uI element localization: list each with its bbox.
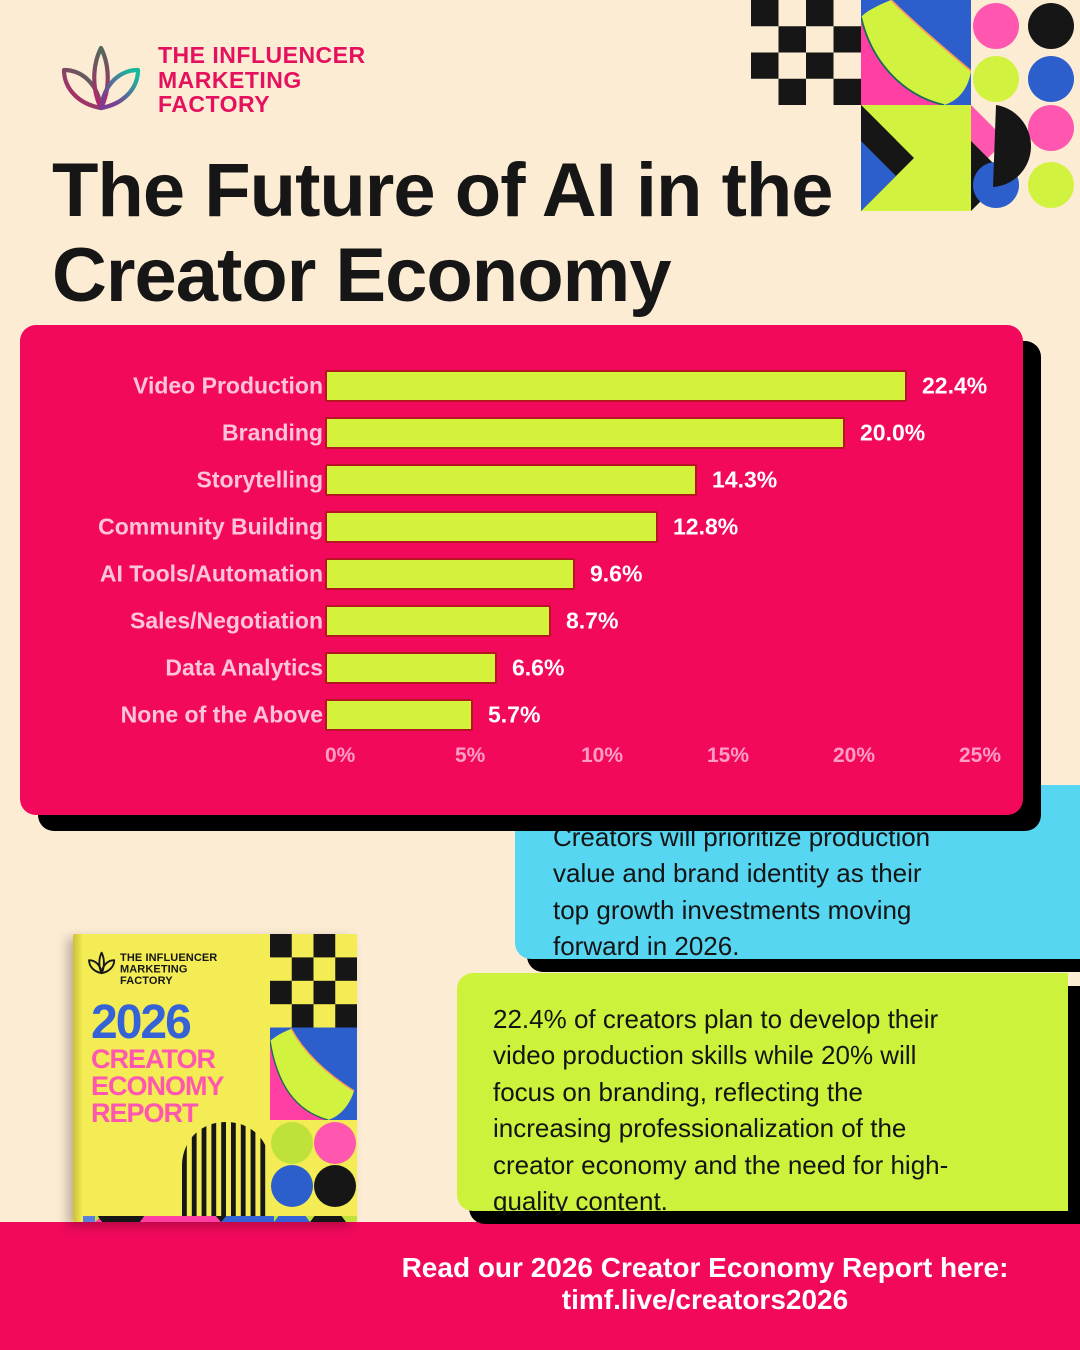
svg-text:THE INFLUENCER: THE INFLUENCER <box>120 952 217 964</box>
svg-text:2026: 2026 <box>91 996 190 1049</box>
svg-text:FACTORY: FACTORY <box>120 975 173 987</box>
svg-text:REPORT: REPORT <box>91 1098 199 1128</box>
svg-text:MARKETING: MARKETING <box>120 964 188 976</box>
svg-text:CREATOR: CREATOR <box>91 1044 216 1074</box>
svg-text:ECONOMY: ECONOMY <box>91 1071 225 1101</box>
